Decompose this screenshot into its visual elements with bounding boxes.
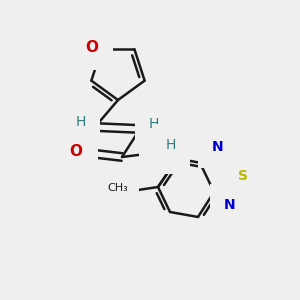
Text: S: S — [238, 169, 248, 183]
Text: N: N — [212, 140, 224, 154]
Text: N: N — [224, 198, 236, 212]
Text: O: O — [70, 145, 83, 160]
Text: N: N — [154, 143, 167, 158]
Text: H: H — [166, 138, 176, 152]
Text: H: H — [149, 117, 159, 131]
Text: O: O — [85, 40, 98, 55]
Text: H: H — [76, 115, 86, 129]
Text: CH₃: CH₃ — [107, 183, 128, 193]
